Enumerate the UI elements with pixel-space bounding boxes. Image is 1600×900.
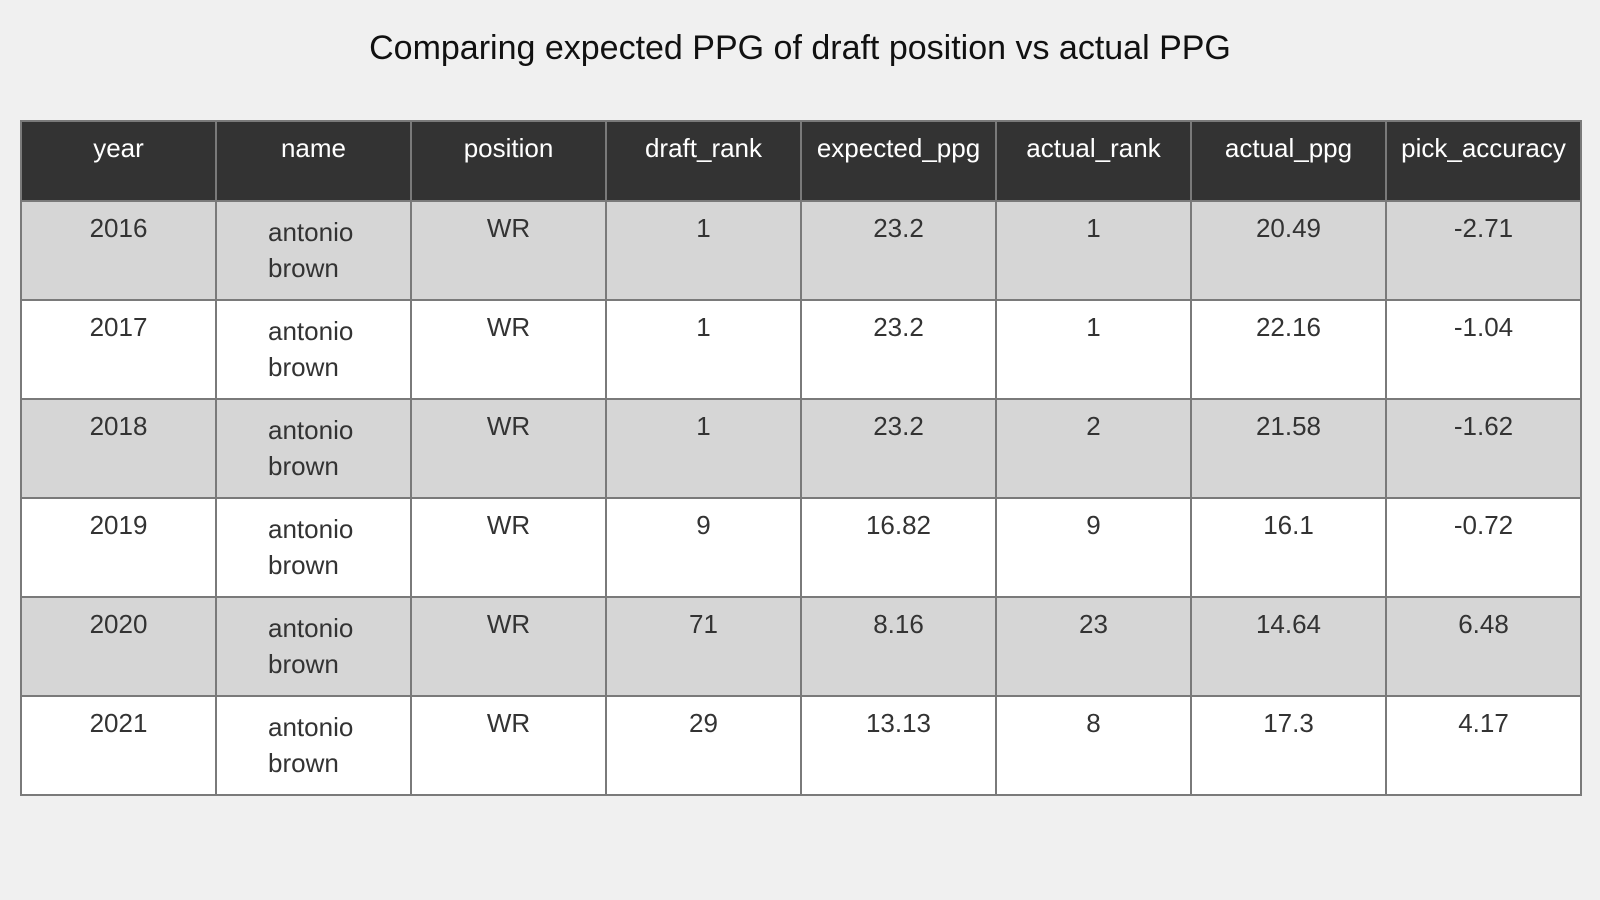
- cell-expected-ppg: 23.2: [800, 299, 997, 400]
- cell-pick-accuracy: -0.72: [1385, 497, 1582, 598]
- cell-actual-ppg: 20.49: [1190, 200, 1387, 301]
- table-row: 2021 antonio brown WR 29 13.13 8 17.3 4.17: [20, 695, 1582, 796]
- column-header-pick-accuracy: pick_accuracy: [1385, 120, 1582, 202]
- cell-actual-rank: 2: [995, 398, 1192, 499]
- column-header-position: position: [410, 120, 607, 202]
- cell-position: WR: [410, 497, 607, 598]
- cell-expected-ppg: 23.2: [800, 200, 997, 301]
- cell-position: WR: [410, 200, 607, 301]
- cell-actual-rank: 23: [995, 596, 1192, 697]
- table-body: 2016 antonio brown WR 1 23.2 1 20.49 -2.71 2017 a…: [20, 200, 1582, 796]
- cell-actual-ppg: 14.64: [1190, 596, 1387, 697]
- cell-actual-ppg: 21.58: [1190, 398, 1387, 499]
- cell-position: WR: [410, 398, 607, 499]
- chart-title: Comparing expected PPG of draft position…: [369, 29, 1231, 67]
- data-table: year name position draft_rank expected_p…: [20, 120, 1582, 796]
- cell-pick-accuracy: -1.04: [1385, 299, 1582, 400]
- cell-actual-rank: 8: [995, 695, 1192, 796]
- cell-actual-ppg: 16.1: [1190, 497, 1387, 598]
- column-header-draft-rank: draft_rank: [605, 120, 802, 202]
- cell-draft-rank: 71: [605, 596, 802, 697]
- cell-draft-rank: 1: [605, 398, 802, 499]
- cell-name: antonio brown: [215, 200, 412, 301]
- cell-position: WR: [410, 299, 607, 400]
- cell-draft-rank: 29: [605, 695, 802, 796]
- cell-year: 2016: [20, 200, 217, 301]
- cell-year: 2018: [20, 398, 217, 499]
- cell-actual-rank: 1: [995, 299, 1192, 400]
- cell-position: WR: [410, 695, 607, 796]
- column-header-year: year: [20, 120, 217, 202]
- cell-pick-accuracy: 6.48: [1385, 596, 1582, 697]
- cell-name: antonio brown: [215, 299, 412, 400]
- cell-expected-ppg: 16.82: [800, 497, 997, 598]
- column-header-actual-ppg: actual_ppg: [1190, 120, 1387, 202]
- cell-draft-rank: 9: [605, 497, 802, 598]
- cell-year: 2019: [20, 497, 217, 598]
- column-header-name: name: [215, 120, 412, 202]
- table-row: 2018 antonio brown WR 1 23.2 2 21.58 -1.62: [20, 398, 1582, 499]
- cell-draft-rank: 1: [605, 299, 802, 400]
- cell-expected-ppg: 23.2: [800, 398, 997, 499]
- cell-pick-accuracy: -2.71: [1385, 200, 1582, 301]
- cell-name: antonio brown: [215, 398, 412, 499]
- cell-actual-rank: 1: [995, 200, 1192, 301]
- cell-year: 2017: [20, 299, 217, 400]
- table-row: 2019 antonio brown WR 9 16.82 9 16.1 -0.72: [20, 497, 1582, 598]
- cell-year: 2021: [20, 695, 217, 796]
- header-row: year name position draft_rank expected_p…: [20, 120, 1582, 202]
- cell-expected-ppg: 8.16: [800, 596, 997, 697]
- cell-name: antonio brown: [215, 596, 412, 697]
- cell-position: WR: [410, 596, 607, 697]
- table-row: 2016 antonio brown WR 1 23.2 1 20.49 -2.71: [20, 200, 1582, 301]
- cell-actual-ppg: 17.3: [1190, 695, 1387, 796]
- cell-draft-rank: 1: [605, 200, 802, 301]
- table-row: 2017 antonio brown WR 1 23.2 1 22.16 -1.04: [20, 299, 1582, 400]
- table-row: 2020 antonio brown WR 71 8.16 23 14.64 6.48: [20, 596, 1582, 697]
- cell-actual-rank: 9: [995, 497, 1192, 598]
- cell-pick-accuracy: 4.17: [1385, 695, 1582, 796]
- cell-name: antonio brown: [215, 695, 412, 796]
- column-header-actual-rank: actual_rank: [995, 120, 1192, 202]
- column-header-expected-ppg: expected_ppg: [800, 120, 997, 202]
- cell-pick-accuracy: -1.62: [1385, 398, 1582, 499]
- cell-expected-ppg: 13.13: [800, 695, 997, 796]
- cell-actual-ppg: 22.16: [1190, 299, 1387, 400]
- cell-year: 2020: [20, 596, 217, 697]
- cell-name: antonio brown: [215, 497, 412, 598]
